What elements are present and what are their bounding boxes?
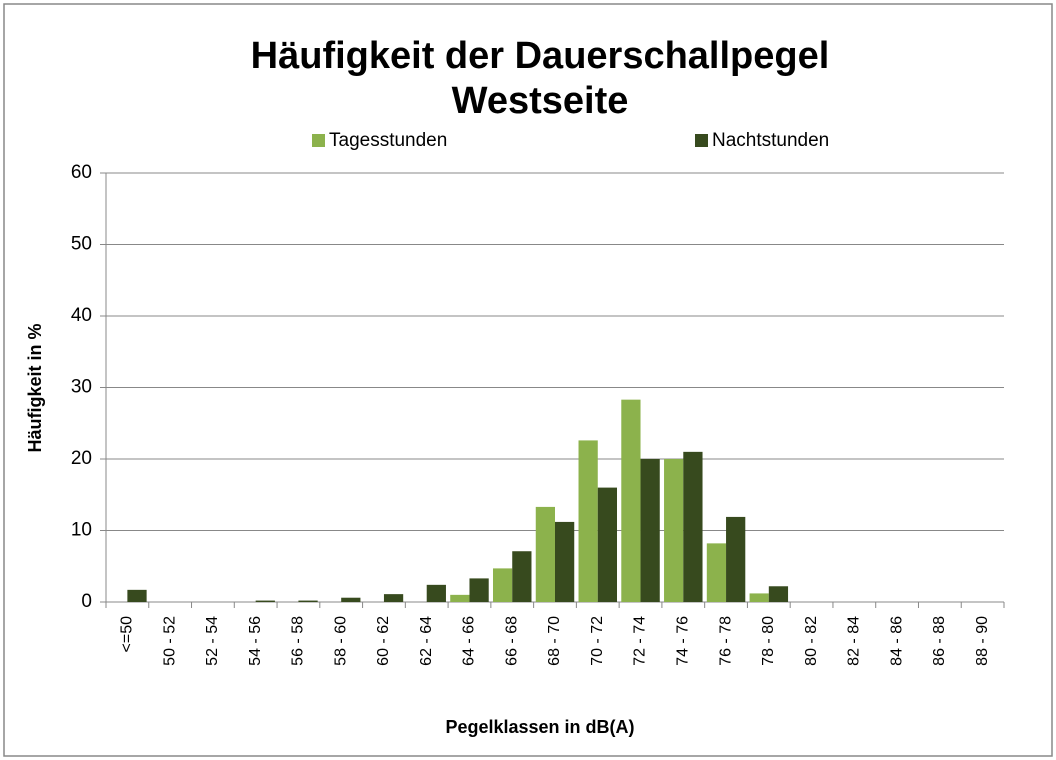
x-tick-label: 64 - 66 (461, 616, 478, 666)
chart-frame (3, 3, 1053, 757)
x-tick-label: <=50 (119, 616, 136, 653)
bar (450, 594, 470, 602)
x-tick-label: 74 - 76 (675, 616, 692, 666)
bar (768, 586, 789, 602)
chart-subtitle: Westseite (452, 80, 629, 122)
x-tick-label: 52 - 54 (204, 616, 221, 666)
bar (127, 589, 147, 602)
x-tick-label: 62 - 64 (418, 616, 435, 666)
bar (621, 399, 641, 602)
x-tick-label: 78 - 80 (760, 616, 777, 666)
bar (383, 594, 404, 602)
y-tick-label: 0 (81, 591, 92, 612)
x-tick-label: 58 - 60 (332, 616, 349, 666)
x-tick-label: 88 - 90 (974, 616, 991, 666)
legend-label: Nachtstunden (712, 130, 829, 151)
bar (749, 593, 769, 602)
x-tick-label: 66 - 68 (503, 616, 520, 666)
bar (683, 451, 703, 602)
bar (664, 459, 684, 602)
x-tick-label: 84 - 86 (888, 616, 905, 666)
bar (597, 487, 618, 602)
y-tick-label: 60 (71, 162, 92, 183)
x-tick-label: 50 - 52 (161, 616, 178, 666)
bar (341, 597, 361, 602)
x-tick-label: 68 - 70 (546, 616, 563, 666)
bar (578, 440, 598, 602)
x-tick-label: 70 - 72 (589, 616, 606, 666)
y-tick-label: 40 (71, 305, 92, 326)
legend-label: Tagesstunden (329, 130, 447, 151)
y-tick-label: 50 (71, 234, 92, 255)
bar (726, 516, 746, 602)
x-tick-label: 76 - 78 (717, 616, 734, 666)
bar (640, 459, 660, 602)
bar (706, 543, 727, 602)
x-tick-label: 72 - 74 (632, 616, 649, 666)
x-tick-label: 86 - 88 (931, 616, 948, 666)
x-axis-label: Pegelklassen in dB(A) (445, 717, 634, 737)
y-axis-label: Häufigkeit in % (25, 323, 45, 452)
x-tick-label: 56 - 58 (290, 616, 307, 666)
x-tick-label: 80 - 82 (803, 616, 820, 666)
chart-title: Häufigkeit der Dauerschallpegel (251, 35, 830, 77)
bar (512, 551, 532, 602)
x-tick-label: 82 - 84 (846, 616, 863, 666)
bar (555, 521, 575, 602)
y-tick-label: 20 (71, 448, 92, 469)
bar (535, 506, 555, 602)
bar (426, 584, 446, 602)
bar (469, 578, 489, 602)
bar (492, 568, 513, 602)
bar (255, 600, 275, 602)
legend-swatch (695, 134, 708, 147)
x-tick-label: 54 - 56 (247, 616, 264, 666)
bar (298, 600, 318, 602)
legend-swatch (312, 134, 325, 147)
y-tick-label: 10 (71, 520, 92, 541)
y-tick-label: 30 (71, 377, 92, 398)
x-tick-label: 60 - 62 (375, 616, 392, 666)
